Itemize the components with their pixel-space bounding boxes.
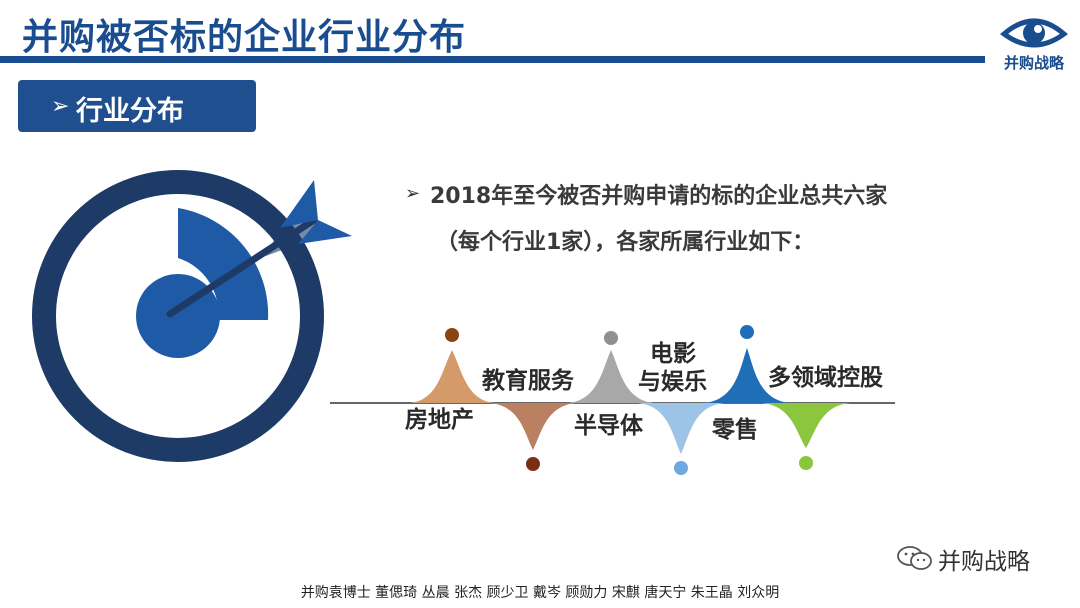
summary-line-1: 2018年至今被否并购申请的标的企业总共六家	[430, 184, 888, 209]
title-underline	[0, 56, 985, 63]
logo-text: 并购战略	[1003, 54, 1064, 72]
authors-footer: 并购袁博士 董偲琦 丛晨 张杰 顾少卫 戴岑 顾勋力 宋麒 唐天宁 朱王晶 刘众…	[300, 585, 780, 601]
industry-valley-education	[490, 403, 576, 450]
target-arrow-illustration	[32, 170, 352, 462]
industry-peak-real-estate	[410, 350, 494, 403]
industry-label-semiconductor: 半导体	[574, 413, 643, 439]
industry-label-holding: 多领域控股	[768, 365, 883, 391]
industry-dot-real-estate	[445, 328, 459, 342]
section-label: 行业分布	[76, 96, 184, 127]
bullet-arrow-icon: ➢	[405, 183, 421, 204]
industry-label-real-estate: 房地产	[405, 407, 474, 433]
industry-label-film-line2: 与娱乐	[638, 369, 707, 395]
industry-label-film-line1: 电影	[650, 341, 696, 367]
section-arrow-icon: ➢	[51, 94, 70, 119]
industry-label-retail: 零售	[712, 417, 758, 443]
watermark-text: 并购战略	[938, 549, 1030, 575]
industry-valley-retail	[638, 403, 724, 454]
page-title: 并购被否标的企业行业分布	[22, 17, 467, 58]
section-header: ➢ 行业分布	[18, 80, 256, 132]
industry-dot-education	[526, 457, 540, 471]
industry-peak-semiconductor	[568, 350, 654, 403]
industry-dot-holding	[799, 456, 813, 470]
wechat-icon	[897, 546, 932, 570]
industry-dot-retail	[674, 461, 688, 475]
summary-line-2: （每个行业1家），各家所属行业如下：	[436, 230, 815, 255]
eye-logo-icon	[999, 18, 1069, 48]
industry-distribution-graphic	[330, 325, 895, 475]
industry-dot-semiconductor	[604, 331, 618, 345]
industry-label-education: 教育服务	[482, 368, 574, 394]
industry-dot-film	[740, 325, 754, 339]
industry-valley-holding	[762, 403, 850, 448]
industry-peak-film	[704, 348, 790, 403]
